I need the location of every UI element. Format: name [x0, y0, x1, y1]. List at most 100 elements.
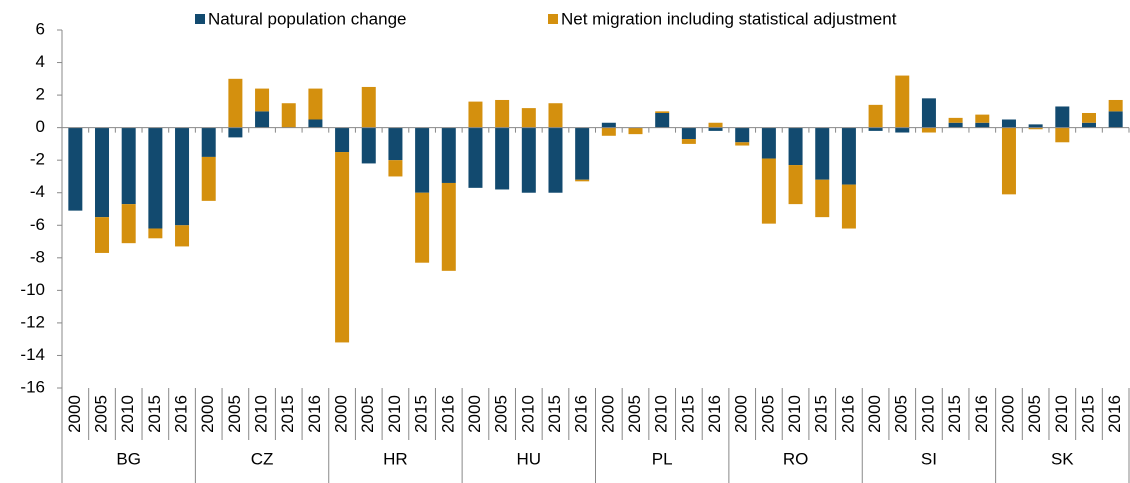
bar — [255, 111, 270, 128]
x-tick-label: 2010 — [252, 395, 271, 433]
bar — [601, 127, 616, 136]
bar — [148, 228, 163, 239]
bar — [1055, 127, 1070, 143]
bar — [841, 127, 856, 185]
bar — [681, 139, 696, 144]
bar — [921, 98, 936, 128]
bar — [761, 127, 776, 159]
y-tick-label: -10 — [20, 280, 45, 299]
bar — [841, 184, 856, 229]
bar — [895, 127, 910, 133]
y-tick-label: 4 — [36, 52, 45, 71]
x-tick-label: 2016 — [572, 395, 591, 433]
x-tick-label: 2016 — [705, 395, 724, 433]
x-tick-label: 2000 — [732, 395, 751, 433]
group-label: BG — [116, 449, 141, 468]
x-tick-label: 2005 — [225, 395, 244, 433]
bar — [521, 127, 536, 193]
group-label: CZ — [251, 449, 274, 468]
bar — [495, 127, 510, 190]
x-tick-label: 2016 — [838, 395, 857, 433]
bar — [895, 75, 910, 128]
bar — [388, 160, 403, 177]
bar — [575, 127, 590, 180]
x-tick-label: 2015 — [1078, 395, 1097, 433]
bar — [655, 111, 670, 113]
bar — [308, 88, 323, 120]
bar — [175, 127, 190, 226]
bar — [361, 86, 376, 128]
bar — [548, 127, 563, 193]
y-tick-label: -8 — [30, 247, 45, 266]
bar — [788, 127, 803, 166]
x-tick-label: 2005 — [358, 395, 377, 433]
bar — [521, 108, 536, 128]
x-tick-label: 2000 — [865, 395, 884, 433]
bar — [388, 127, 403, 161]
x-tick-label: 2016 — [1105, 395, 1124, 433]
bar — [335, 127, 350, 153]
bar — [708, 127, 723, 131]
bar — [1055, 106, 1070, 128]
bar — [735, 142, 750, 146]
bar — [95, 217, 110, 253]
bar — [761, 158, 776, 224]
bar — [148, 127, 163, 229]
x-tick-label: 2016 — [438, 395, 457, 433]
x-tick-label: 2000 — [598, 395, 617, 433]
bar — [735, 127, 750, 143]
legend-label: Natural population change — [208, 9, 406, 28]
bar — [361, 127, 376, 164]
x-tick-label: 2010 — [785, 395, 804, 433]
x-tick-label: 2010 — [118, 395, 137, 433]
bar — [95, 127, 110, 218]
x-tick-label: 2015 — [678, 395, 697, 433]
bar — [495, 99, 510, 128]
bar — [255, 88, 270, 112]
x-tick-label: 2010 — [1052, 395, 1071, 433]
legend-label: Net migration including statistical adju… — [561, 9, 897, 28]
legend-swatch — [195, 14, 205, 24]
bar — [308, 119, 323, 128]
bar — [1001, 119, 1016, 128]
x-tick-label: 2010 — [518, 395, 537, 433]
bar — [975, 114, 990, 123]
x-tick-label: 2000 — [332, 395, 351, 433]
bar — [415, 127, 430, 193]
bar — [1108, 99, 1123, 112]
bar — [1108, 111, 1123, 128]
bar — [68, 127, 83, 211]
bar — [921, 127, 936, 133]
x-tick-label: 2010 — [918, 395, 937, 433]
bar — [1081, 112, 1096, 123]
y-tick-label: 6 — [36, 19, 45, 38]
bar — [601, 122, 616, 128]
group-label: HR — [383, 449, 408, 468]
bar — [228, 127, 243, 138]
bar — [788, 165, 803, 205]
y-tick-label: -2 — [30, 150, 45, 169]
bar — [948, 117, 963, 123]
bar — [441, 182, 456, 271]
x-tick-label: 2015 — [812, 395, 831, 433]
x-tick-label: 2005 — [91, 395, 110, 433]
y-tick-label: 0 — [36, 117, 45, 136]
x-tick-label: 2005 — [1025, 395, 1044, 433]
group-label: SK — [1051, 449, 1074, 468]
x-tick-label: 2010 — [652, 395, 671, 433]
x-tick-label: 2005 — [758, 395, 777, 433]
y-tick-label: -6 — [30, 215, 45, 234]
x-tick-label: 2016 — [972, 395, 991, 433]
x-tick-label: 2015 — [412, 395, 431, 433]
x-tick-label: 2000 — [998, 395, 1017, 433]
x-tick-label: 2015 — [145, 395, 164, 433]
group-label: RO — [783, 449, 809, 468]
bar — [948, 122, 963, 128]
bar — [815, 179, 830, 218]
x-tick-label: 2005 — [625, 395, 644, 433]
x-tick-label: 2016 — [305, 395, 324, 433]
bar — [1081, 122, 1096, 128]
bar — [415, 192, 430, 263]
bar — [335, 152, 350, 343]
bar — [708, 122, 723, 128]
